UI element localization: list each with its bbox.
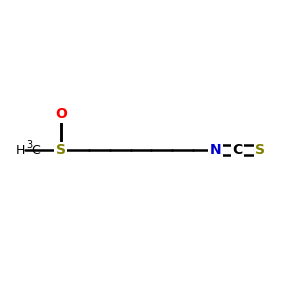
- Text: O: O: [55, 107, 67, 121]
- Text: N: N: [210, 143, 221, 157]
- Text: C: C: [232, 143, 243, 157]
- Text: 3: 3: [27, 140, 33, 150]
- Text: C: C: [32, 143, 40, 157]
- Text: H: H: [16, 143, 25, 157]
- Text: S: S: [56, 143, 66, 157]
- Text: S: S: [255, 143, 265, 157]
